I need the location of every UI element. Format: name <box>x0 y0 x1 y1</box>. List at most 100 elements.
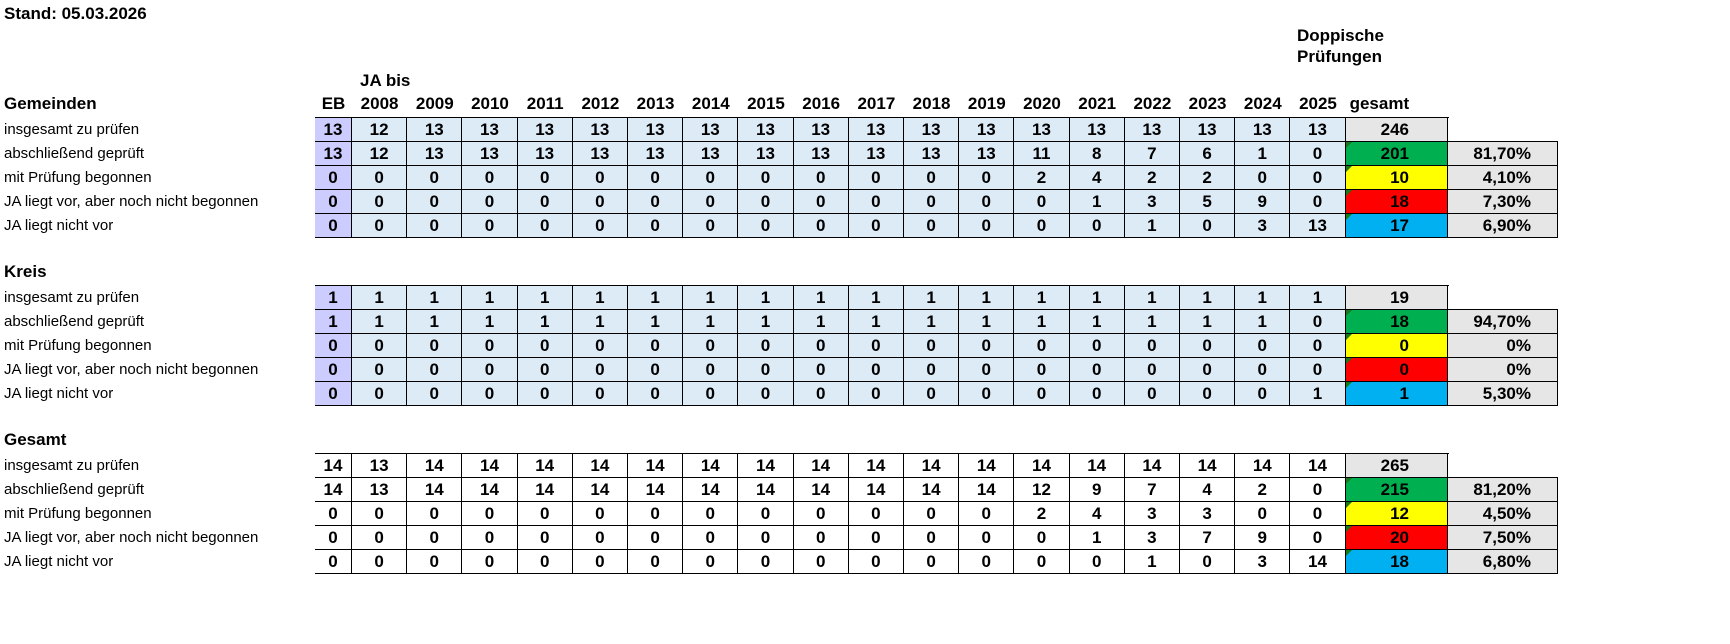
table-cell: 0 <box>683 526 739 550</box>
error-indicator-icon <box>1345 334 1352 340</box>
column-header-2020: 2020 <box>1023 94 1061 113</box>
error-indicator-icon <box>1345 526 1352 532</box>
table-cell: 13 <box>517 118 573 142</box>
table-cell: 0 <box>517 382 573 406</box>
table-cell: 0 <box>1290 502 1346 526</box>
table-cell: 14 <box>959 454 1015 478</box>
table-cell: 0 <box>407 214 463 238</box>
table-cell: 1 <box>315 310 352 334</box>
table-cell: 0 <box>462 526 518 550</box>
table-cell: 0 <box>1180 334 1236 358</box>
table-cell: 13 <box>904 142 960 166</box>
table-cell: 13 <box>628 142 684 166</box>
table-cell: 0 <box>1014 550 1070 574</box>
table-cell: 0 <box>683 550 739 574</box>
table-cell: 0 <box>1069 214 1125 238</box>
table-cell: 1 <box>1069 190 1125 214</box>
table-cell: 0 <box>848 382 904 406</box>
table-cell: 0 <box>628 190 684 214</box>
table-cell: 0 <box>848 334 904 358</box>
table-cell: 0 <box>793 502 849 526</box>
table-cell: 0 <box>683 190 739 214</box>
row-label: JA liegt nicht vor <box>4 217 114 234</box>
table-cell: 1 <box>793 286 849 310</box>
table-cell: 14 <box>1069 454 1125 478</box>
table-cell: 0 <box>462 190 518 214</box>
table-cell: 3 <box>1124 526 1180 550</box>
table-cell: 14 <box>572 454 628 478</box>
percent-cell: 0% <box>1448 358 1558 382</box>
table-cell: 0 <box>904 358 960 382</box>
table-cell: 1 <box>628 310 684 334</box>
table-cell: 14 <box>628 454 684 478</box>
table-cell: 0 <box>738 550 794 574</box>
table-cell: 0 <box>315 502 352 526</box>
total-cell: 265 <box>1345 454 1448 478</box>
table-cell: 14 <box>462 478 518 502</box>
table-cell: 0 <box>572 526 628 550</box>
table-cell: 0 <box>572 214 628 238</box>
table-cell: 2 <box>1180 166 1236 190</box>
table-cell: 0 <box>1235 382 1291 406</box>
table-cell: 0 <box>959 550 1015 574</box>
table-cell: 0 <box>904 214 960 238</box>
table-cell: 1 <box>407 310 463 334</box>
total-cell: 0 <box>1345 334 1448 358</box>
row-label: JA liegt nicht vor <box>4 553 114 570</box>
column-header-2013: 2013 <box>636 94 675 113</box>
error-indicator-icon <box>1345 382 1352 388</box>
table-cell: 0 <box>904 190 960 214</box>
column-header-gesamt: gesamt <box>1349 94 1410 113</box>
table-cell: 0 <box>315 334 352 358</box>
total-cell: 215 <box>1345 478 1448 502</box>
table-cell: 0 <box>848 550 904 574</box>
table-cell: 0 <box>1014 382 1070 406</box>
table-cell: 0 <box>848 358 904 382</box>
table-cell: 14 <box>628 478 684 502</box>
table-cell: 5 <box>1180 190 1236 214</box>
table-cell: 0 <box>407 526 463 550</box>
doppische-label: Doppische <box>1297 26 1384 45</box>
table-cell: 0 <box>904 166 960 190</box>
table-cell: 0 <box>517 502 573 526</box>
table-cell: 1 <box>1069 286 1125 310</box>
table-cell: 12 <box>352 142 408 166</box>
table-cell: 0 <box>1290 142 1346 166</box>
table-cell: 1 <box>1124 214 1180 238</box>
percent-cell: 94,70% <box>1448 309 1558 334</box>
table-cell: 14 <box>462 454 518 478</box>
table-cell: 12 <box>352 118 408 142</box>
table-cell: 1 <box>352 286 408 310</box>
table-cell: 0 <box>738 166 794 190</box>
row-label: mit Prüfung begonnen <box>4 337 152 354</box>
column-header-2016: 2016 <box>802 94 841 113</box>
table-cell: 0 <box>904 382 960 406</box>
section-title: Gesamt <box>4 430 67 449</box>
table-cell: 0 <box>959 334 1015 358</box>
column-header-2024: 2024 <box>1243 94 1282 113</box>
table-cell: 14 <box>683 478 739 502</box>
table-cell: 1 <box>793 310 849 334</box>
table-cell: 0 <box>683 214 739 238</box>
table-cell: 13 <box>517 142 573 166</box>
table-cell: 1 <box>1014 286 1070 310</box>
table-cell: 0 <box>628 550 684 574</box>
table-cell: 2 <box>1235 478 1291 502</box>
table-cell: 13 <box>848 142 904 166</box>
table-cell: 0 <box>1290 166 1346 190</box>
table-cell: 0 <box>352 550 408 574</box>
table-cell: 0 <box>315 166 352 190</box>
table-cell: 0 <box>793 166 849 190</box>
table-cell: 14 <box>904 454 960 478</box>
table-cell: 0 <box>462 166 518 190</box>
error-indicator-icon <box>1345 310 1352 316</box>
table-cell: 0 <box>352 526 408 550</box>
row-label: abschließend geprüft <box>4 145 145 162</box>
table-cell: 14 <box>1290 454 1346 478</box>
table-cell: 1 <box>904 286 960 310</box>
table-cell: 13 <box>1124 118 1180 142</box>
table-cell: 0 <box>738 214 794 238</box>
table-cell: 9 <box>1235 526 1291 550</box>
table-cell: 0 <box>1290 478 1346 502</box>
table-cell: 14 <box>407 478 463 502</box>
